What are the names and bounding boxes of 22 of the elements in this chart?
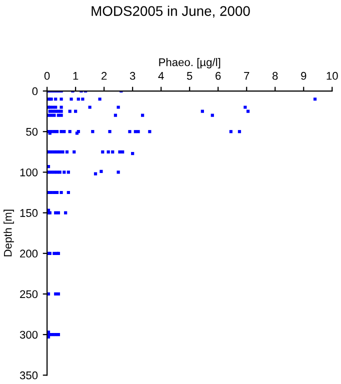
x-tick-label: 8 (272, 72, 278, 80)
chart-title: MODS2005 in June, 2000 (92, 6, 250, 18)
x-tick-label: 10 (326, 72, 338, 80)
x-axis-title: Phaeo. [µg/l] (159, 58, 220, 68)
y-axis-title: Depth [m] (4, 210, 14, 256)
x-tick-label: 6 (216, 72, 221, 80)
x-tick-label: 4 (158, 72, 164, 80)
y-tick-label: 150 (20, 209, 38, 217)
x-tick-label: 5 (186, 72, 192, 80)
y-tick-label: 50 (26, 128, 38, 136)
y-tick-label: 300 (20, 330, 38, 339)
y-tick-label: 0 (32, 87, 38, 96)
x-tick-label: 2 (102, 72, 107, 80)
y-tick-label: 100 (20, 168, 38, 176)
x-tick-label: 9 (301, 72, 306, 80)
y-tick-label: 250 (20, 290, 38, 298)
x-tick-label: 3 (130, 72, 136, 80)
x-tick-label: 1 (73, 72, 78, 80)
y-tick-label: 350 (20, 371, 38, 380)
y-tick-label: 200 (20, 250, 38, 258)
x-tick-label: 7 (244, 72, 250, 80)
x-tick-label: 0 (44, 72, 50, 80)
